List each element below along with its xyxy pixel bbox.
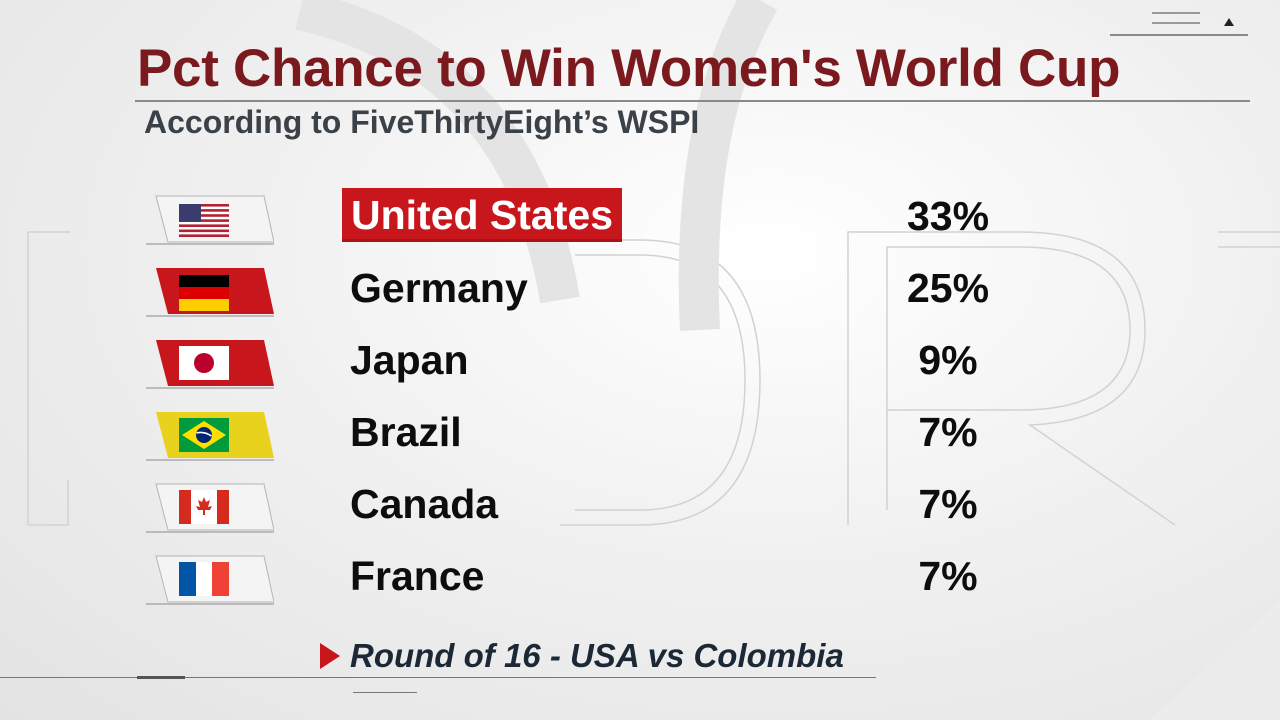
menu-bar-bottom — [1152, 22, 1200, 24]
win-percentage: 9% — [918, 337, 978, 383]
page-subtitle: According to FiveThirtyEight’s WSPI — [144, 104, 700, 140]
country-name: France — [350, 553, 485, 599]
country-name: Germany — [350, 265, 528, 311]
win-percentage: 25% — [906, 265, 990, 311]
country-name: Japan — [350, 337, 469, 383]
menu-bar-top — [1152, 12, 1200, 14]
flag-tile — [146, 182, 274, 246]
flag-tile — [146, 326, 274, 390]
win-percentage: 7% — [918, 409, 978, 455]
japan-flag-icon — [146, 340, 274, 389]
corner-rule — [1110, 34, 1248, 36]
list-item: France 7% — [0, 542, 1280, 608]
list-item: Japan 9% — [0, 326, 1280, 392]
list-item: Brazil 7% — [0, 398, 1280, 464]
page-title: Pct Chance to Win Women's World Cup — [137, 39, 1121, 98]
list-item: Canada 7% — [0, 470, 1280, 536]
france-flag-icon — [146, 555, 274, 605]
brazil-flag-icon — [146, 412, 274, 461]
win-percentage: 7% — [918, 553, 978, 599]
triangle-up-icon — [1224, 18, 1234, 26]
corner-menu — [1110, 8, 1250, 38]
footer-rule-short — [353, 692, 417, 693]
next-match-bar: Round of 16 - USA vs Colombia — [320, 636, 844, 676]
canada-flag-icon — [146, 483, 274, 533]
play-arrow-icon — [320, 643, 340, 669]
flag-tile — [146, 542, 274, 606]
country-name-highlighted: United States — [342, 188, 622, 242]
list-item: United States 33% — [0, 182, 1280, 248]
flag-tile — [146, 470, 274, 534]
list-item: Germany 25% — [0, 254, 1280, 320]
germany-flag-icon — [146, 268, 274, 317]
win-percentage: 33% — [906, 193, 990, 239]
flag-tile — [146, 398, 274, 462]
footer-rule — [0, 677, 876, 678]
country-name: Canada — [350, 481, 499, 527]
flag-tile — [146, 254, 274, 318]
usa-flag-icon — [146, 195, 274, 245]
title-rule — [135, 100, 1250, 102]
win-percentage: 7% — [918, 481, 978, 527]
footer-rule-accent — [137, 676, 185, 679]
next-match-label: Round of 16 - USA vs Colombia — [350, 637, 844, 674]
country-name: Brazil — [350, 409, 462, 455]
